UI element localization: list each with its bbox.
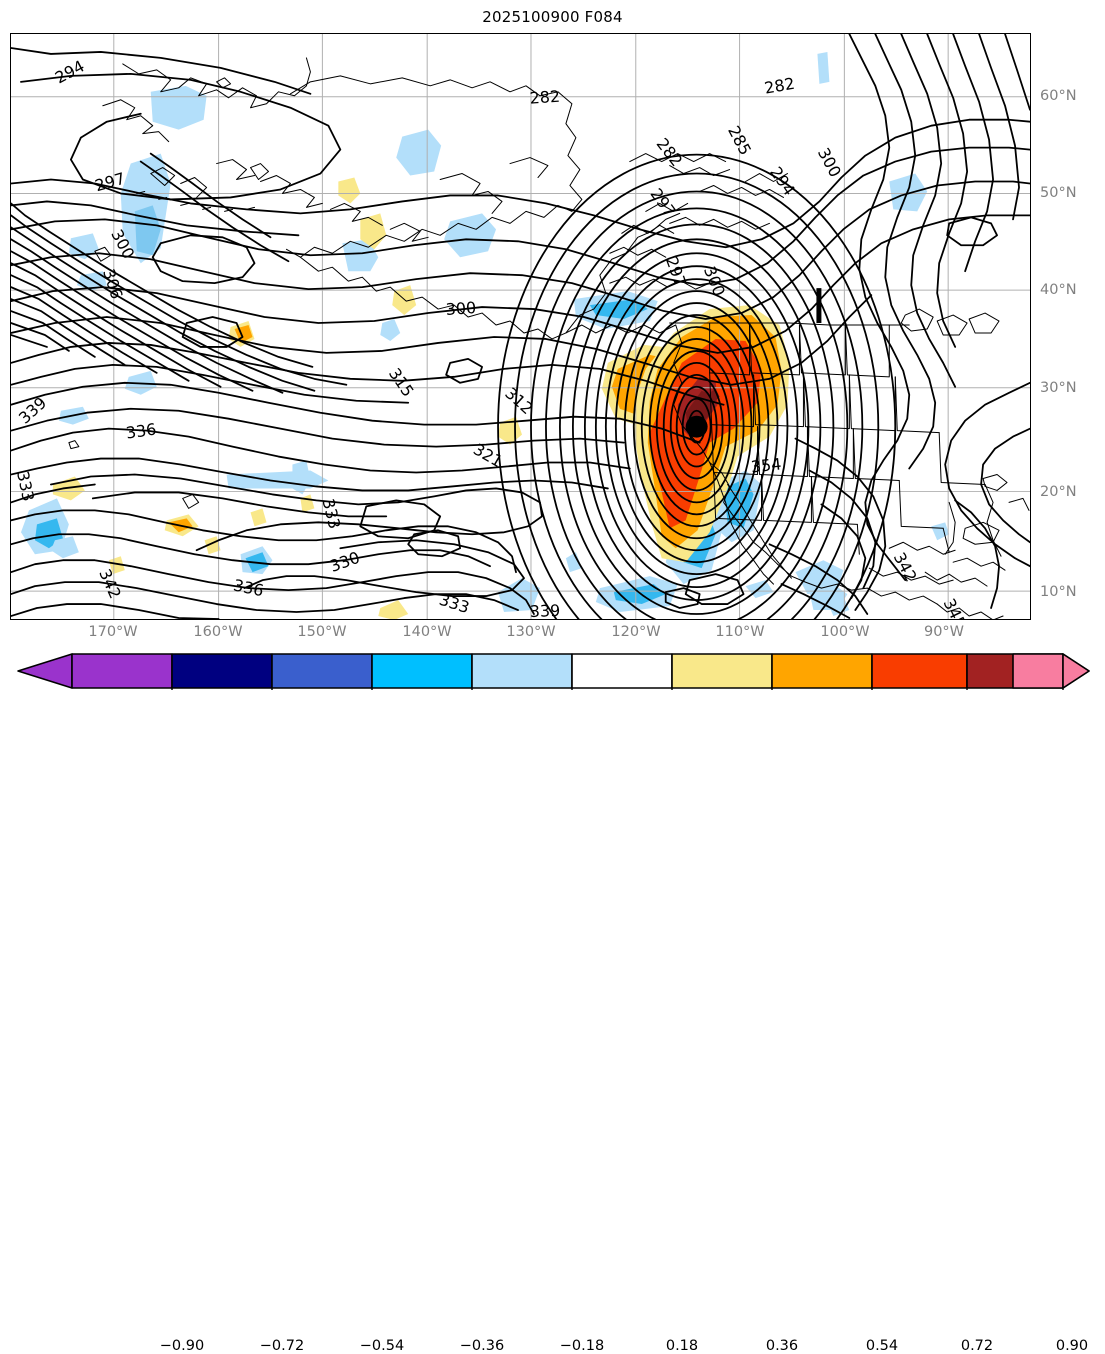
lon-label-100w: 100°W	[820, 624, 870, 640]
cb-seg-10	[1012, 653, 1064, 689]
lon-label-130w: 130°W	[506, 624, 556, 640]
cb-tick-0.36: 0.36	[765, 1338, 799, 1354]
colorbar-extend-min	[17, 653, 73, 689]
cb-tick-0.90: 0.90	[1055, 1338, 1089, 1354]
lat-label-30n: 30°N	[1040, 380, 1077, 396]
cb-tick-0.54: 0.54	[865, 1338, 899, 1354]
lat-label-10n: 10°N	[1040, 584, 1077, 600]
cb-tick--0.18: −0.18	[559, 1338, 605, 1354]
lon-label-110w: 110°W	[715, 624, 765, 640]
cb-tick--0.72: −0.72	[259, 1338, 305, 1354]
cb-tick--0.36: −0.36	[459, 1338, 505, 1354]
svg-text:300: 300	[445, 298, 477, 319]
colorbar[interactable]: −0.90 −0.72 −0.54 −0.36 −0.18 0.18 0.36 …	[10, 652, 1095, 1354]
svg-text:300: 300	[700, 264, 729, 299]
map-plot-area[interactable]: 294 297 300 306 339 336 333 333 342 345 …	[10, 33, 1031, 620]
vertical-bar-annotation	[816, 288, 822, 324]
svg-text:300: 300	[814, 145, 845, 181]
cb-seg-4	[471, 653, 573, 689]
svg-text:354: 354	[750, 454, 782, 476]
svg-text:315: 315	[385, 364, 418, 400]
cb-seg-5	[571, 653, 673, 689]
svg-text:345: 345	[940, 595, 970, 619]
cb-seg-3	[371, 653, 473, 689]
svg-text:339: 339	[15, 393, 50, 427]
svg-text:333: 333	[13, 469, 38, 503]
cb-seg-8	[871, 653, 968, 689]
cb-tick-0.18: 0.18	[665, 1338, 699, 1354]
vortex-contours	[497, 153, 897, 619]
svg-text:330: 330	[327, 548, 362, 576]
svg-text:282: 282	[529, 87, 561, 108]
cb-tick--0.54: −0.54	[359, 1338, 405, 1354]
lat-label-50n: 50°N	[1040, 185, 1077, 201]
svg-text:336: 336	[125, 420, 158, 443]
cb-seg-6	[671, 653, 773, 689]
svg-text:339: 339	[529, 601, 560, 619]
lat-label-20n: 20°N	[1040, 484, 1077, 500]
lon-label-150w: 150°W	[297, 624, 347, 640]
svg-text:294: 294	[52, 56, 88, 87]
cb-tick-0.72: 0.72	[960, 1338, 994, 1354]
weather-chart-figure: 2025100900 F084	[10, 8, 1095, 1354]
svg-text:282: 282	[763, 74, 796, 98]
cb-seg-1	[171, 653, 273, 689]
cb-seg-2	[271, 653, 373, 689]
colorbar-swatches	[17, 653, 1090, 689]
lon-label-90w: 90°W	[923, 624, 965, 640]
cb-seg-7	[771, 653, 873, 689]
colorbar-svg	[17, 653, 1090, 690]
svg-text:306: 306	[99, 267, 126, 302]
colorbar-ticks	[171, 688, 1064, 690]
lat-label-40n: 40°N	[1040, 282, 1077, 298]
colorbar-extend-max-tip	[1062, 653, 1090, 689]
lon-label-120w: 120°W	[611, 624, 661, 640]
lon-label-140w: 140°W	[402, 624, 452, 640]
svg-text:336: 336	[232, 575, 266, 600]
lon-label-170w: 170°W	[88, 624, 138, 640]
svg-text:285: 285	[724, 123, 755, 159]
map-svg: 294 297 300 306 339 336 333 333 342 345 …	[11, 34, 1030, 619]
lon-label-160w: 160°W	[193, 624, 243, 640]
lat-label-60n: 60°N	[1040, 88, 1077, 104]
cb-seg-0	[71, 653, 173, 689]
contour-layer	[11, 34, 1030, 619]
svg-text:297: 297	[662, 254, 690, 289]
chart-title: 2025100900 F084	[482, 8, 623, 26]
svg-text:282: 282	[653, 134, 687, 170]
vortex-center-marker	[685, 415, 708, 438]
cb-tick--0.90: −0.90	[159, 1338, 205, 1354]
